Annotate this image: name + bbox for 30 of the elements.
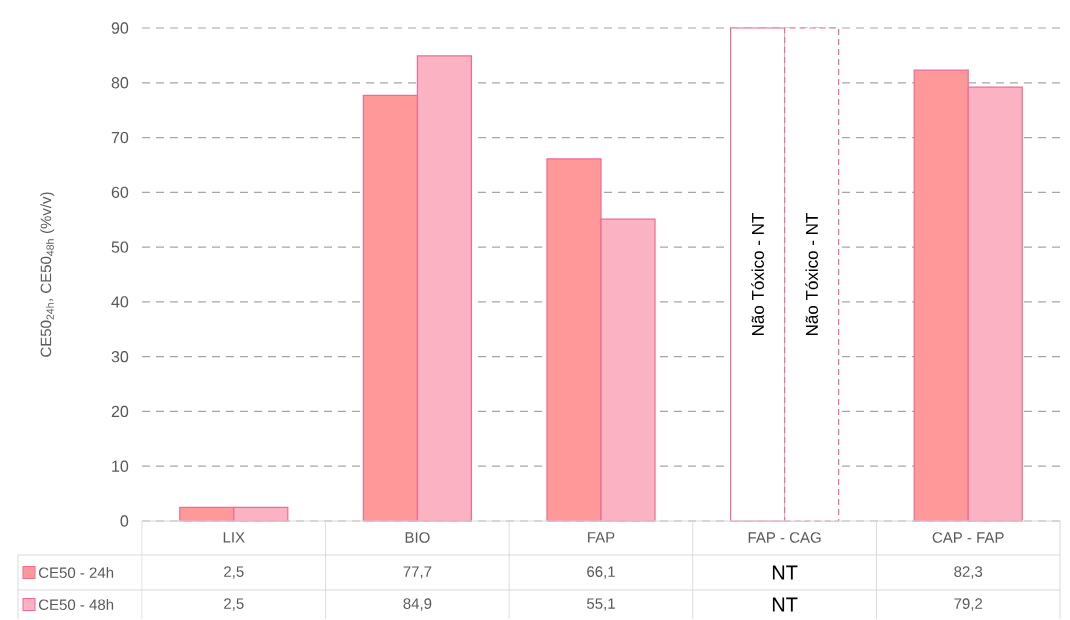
y-tick-label: 10 xyxy=(112,460,129,473)
data-label: 66,1 xyxy=(587,566,615,579)
data-label: 79,2 xyxy=(954,598,983,611)
legend-label: CE50 - 48h xyxy=(38,599,114,611)
y-tick-label: 40 xyxy=(111,296,129,308)
data-label: NT xyxy=(772,565,798,580)
data-label: 84,9 xyxy=(403,598,432,611)
data-label: 2,5 xyxy=(224,598,244,611)
x-tick-label: FAP xyxy=(588,532,615,543)
y-tick-label: 70 xyxy=(111,132,129,144)
annotation: Não Tóxico - NT xyxy=(805,213,818,336)
data-label: 77,7 xyxy=(403,566,432,579)
x-tick-label: CAP - FAP xyxy=(932,532,1004,544)
data-label: 82,3 xyxy=(954,566,983,579)
y-tick-label: 50 xyxy=(111,241,129,254)
data-label: NT xyxy=(772,597,798,612)
y-tick-label: 90 xyxy=(111,22,129,34)
y-tick-label: 20 xyxy=(111,406,129,418)
data-label: 55,1 xyxy=(587,598,615,611)
x-tick-label: FAP - CAG xyxy=(748,532,821,544)
x-tick-label: LIX xyxy=(223,532,245,543)
y-axis-title: CE50$_{24h}$, CE50$_{48h}$ (%v/v) xyxy=(40,192,55,358)
y-tick-label: 80 xyxy=(111,77,129,89)
y-tick-label: 60 xyxy=(111,186,129,199)
y-tick-label: 30 xyxy=(111,351,129,363)
data-label: 2,5 xyxy=(224,566,244,579)
legend-label: CE50 - 24h xyxy=(38,567,114,579)
y-tick-label: 0 xyxy=(120,515,129,527)
x-tick-label: BIO xyxy=(405,532,430,544)
annotation: Não Tóxico - NT xyxy=(751,213,764,336)
